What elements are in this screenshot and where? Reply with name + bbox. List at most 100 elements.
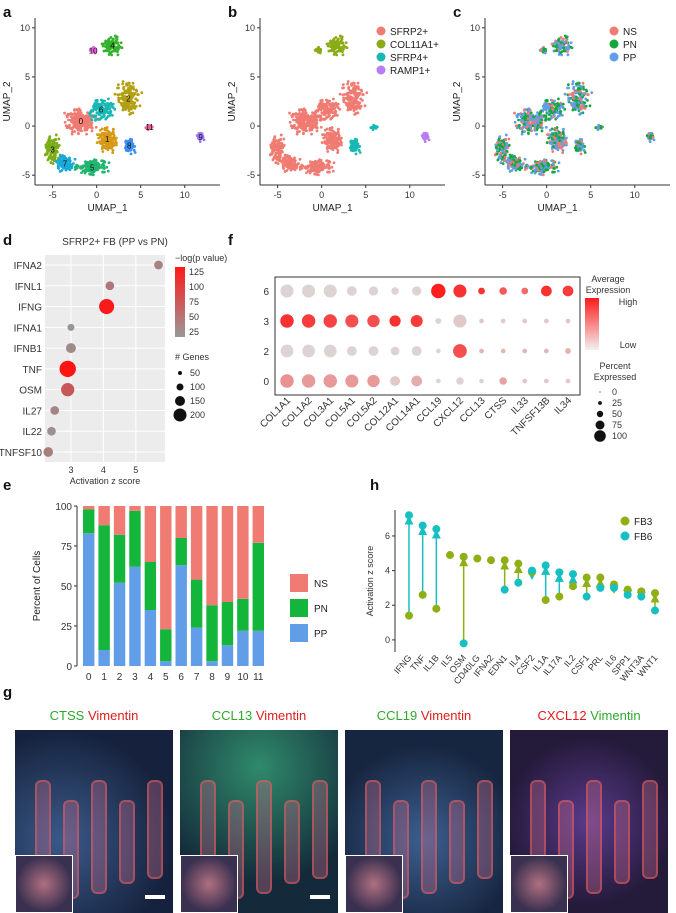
umap-point bbox=[92, 170, 96, 174]
umap-point bbox=[273, 140, 276, 144]
umap-point bbox=[81, 121, 85, 125]
fb3-point bbox=[405, 611, 413, 620]
umap-point bbox=[121, 80, 125, 83]
cluster-9-points bbox=[195, 131, 206, 144]
umap-point bbox=[130, 105, 134, 108]
umap-point bbox=[136, 93, 140, 96]
umap-point bbox=[513, 111, 516, 115]
umap-point bbox=[133, 106, 137, 110]
expression-dot bbox=[435, 318, 442, 324]
bar-segment-pp bbox=[129, 566, 141, 666]
umap-point bbox=[93, 161, 97, 165]
size-legend-dot bbox=[594, 430, 606, 442]
umap-point bbox=[55, 141, 59, 145]
bar-segment-pp bbox=[252, 630, 264, 666]
expression-dot bbox=[411, 375, 423, 387]
umap-point bbox=[312, 117, 316, 120]
umap-point bbox=[349, 140, 353, 144]
bar-segment-pn bbox=[113, 534, 126, 583]
umap-point bbox=[354, 84, 358, 88]
umap-point bbox=[578, 137, 582, 141]
x-tick-label: 11 bbox=[253, 672, 264, 683]
umap-point bbox=[67, 118, 70, 122]
y-tick-label: -5 bbox=[472, 170, 480, 180]
expression-dot bbox=[390, 346, 400, 356]
umap-point bbox=[317, 114, 321, 118]
umap-point bbox=[315, 166, 319, 170]
umap-point bbox=[523, 118, 527, 122]
umap-point bbox=[126, 103, 130, 107]
umap-point bbox=[553, 141, 557, 145]
color-legend-low: Low bbox=[620, 340, 637, 350]
umap-point bbox=[129, 111, 133, 115]
umap-point bbox=[132, 91, 136, 95]
legend-swatch bbox=[609, 52, 619, 62]
expression-dot bbox=[453, 284, 467, 298]
umap-point bbox=[567, 96, 571, 100]
umap-point bbox=[568, 93, 571, 96]
expression-dot bbox=[412, 286, 422, 296]
fb6-point bbox=[596, 583, 605, 592]
y-tick-label: 5 bbox=[250, 72, 255, 82]
umap-point bbox=[198, 140, 202, 144]
umap-point bbox=[521, 112, 525, 116]
umap-point bbox=[494, 143, 498, 147]
cluster-label: 9 bbox=[198, 133, 203, 142]
umap-point bbox=[103, 136, 107, 140]
umap-point bbox=[130, 145, 134, 149]
umap-point bbox=[331, 111, 335, 115]
umap-point bbox=[270, 152, 274, 156]
umap-point bbox=[302, 131, 305, 135]
size-legend-title: Percent bbox=[599, 361, 631, 371]
umap-point bbox=[554, 128, 558, 132]
pathway-dot bbox=[99, 299, 115, 315]
umap-point bbox=[559, 36, 563, 39]
tissue-structure bbox=[200, 780, 216, 864]
umap-point bbox=[332, 135, 336, 139]
x-tick-label: 5 bbox=[163, 672, 169, 683]
umap-point bbox=[285, 169, 289, 172]
umap-point bbox=[101, 99, 104, 103]
umap-point bbox=[358, 145, 362, 148]
umap-point bbox=[563, 41, 567, 44]
cluster-1-points bbox=[545, 126, 568, 155]
umap-point bbox=[553, 102, 556, 106]
fb3-point bbox=[500, 556, 509, 565]
umap-point bbox=[527, 131, 530, 135]
umap-point bbox=[300, 125, 304, 129]
umap-point bbox=[571, 91, 574, 95]
umap-point bbox=[518, 123, 521, 127]
umap-point bbox=[338, 49, 342, 53]
umap-point bbox=[295, 163, 299, 166]
umap-point bbox=[543, 51, 547, 55]
umap-point bbox=[308, 168, 312, 172]
umap-point bbox=[519, 115, 523, 119]
umap-point bbox=[359, 104, 363, 108]
umap-point bbox=[318, 103, 321, 107]
expression-dot bbox=[479, 378, 484, 384]
umap-point bbox=[543, 103, 546, 107]
expression-dot bbox=[478, 287, 485, 295]
umap-point bbox=[511, 155, 515, 159]
umap-point bbox=[79, 126, 83, 130]
umap-point bbox=[561, 128, 565, 131]
umap-point bbox=[123, 90, 127, 94]
umap-point bbox=[358, 151, 362, 154]
umap-point bbox=[106, 102, 110, 105]
zoom-inset bbox=[345, 855, 403, 913]
umap-point bbox=[530, 129, 533, 133]
umap-point bbox=[278, 155, 282, 159]
umap-point bbox=[293, 165, 297, 169]
umap-point bbox=[294, 118, 298, 122]
legend-swatch bbox=[290, 574, 308, 592]
umap-point bbox=[319, 107, 323, 111]
cluster-0-points bbox=[288, 107, 323, 136]
umap-point bbox=[122, 87, 125, 90]
umap-point bbox=[314, 121, 317, 125]
umap-point bbox=[73, 168, 77, 171]
umap-point bbox=[59, 161, 63, 165]
expression-dotplot-f: 6320COL1A1COL1A2COL3A1COL5A1COL5A2COL12A… bbox=[258, 274, 637, 442]
umap-point bbox=[583, 151, 587, 154]
umap-point bbox=[354, 111, 358, 115]
legend-swatch bbox=[620, 531, 630, 541]
